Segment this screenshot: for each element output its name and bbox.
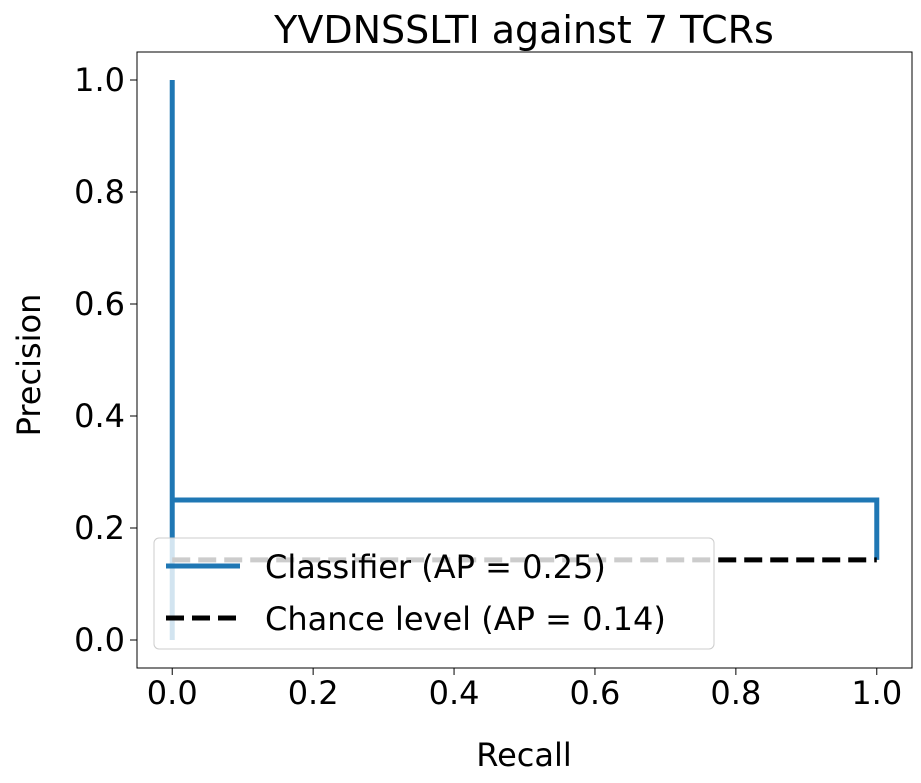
x-tick-label: 0.0 — [147, 674, 198, 712]
y-axis-label: Precision — [10, 294, 48, 437]
y-tick-label: 0.4 — [74, 397, 125, 435]
x-tick-label: 0.2 — [288, 674, 339, 712]
y-tick-label: 0.2 — [74, 509, 125, 547]
x-tick-label: 0.4 — [429, 674, 480, 712]
y-tick-label: 0.0 — [74, 621, 125, 659]
x-tick-label: 1.0 — [851, 674, 902, 712]
y-tick-label: 1.0 — [74, 61, 125, 99]
chart-title: YVDNSSLTI against 7 TCRs — [273, 8, 774, 52]
legend-label-chance: Chance level (AP = 0.14) — [265, 600, 666, 638]
y-tick-label: 0.6 — [74, 285, 125, 323]
legend-label-classifier: Classifier (AP = 0.25) — [265, 548, 606, 586]
x-axis-label: Recall — [476, 736, 571, 774]
axes-layer: 0.0 0.2 0.4 0.6 0.8 1.0 0.0 0.2 0.4 0.6 0.8 1.0 — [74, 51, 913, 712]
legend-box — [153, 537, 715, 650]
series-line-classifier — [169, 80, 880, 640]
x-tick-label: 0.8 — [710, 674, 761, 712]
x-tick-label: 0.6 — [570, 674, 621, 712]
plot-frame — [136, 51, 913, 669]
legend: Classifier (AP = 0.25) Chance level (AP … — [153, 537, 715, 650]
y-tick-label: 0.8 — [74, 173, 125, 211]
